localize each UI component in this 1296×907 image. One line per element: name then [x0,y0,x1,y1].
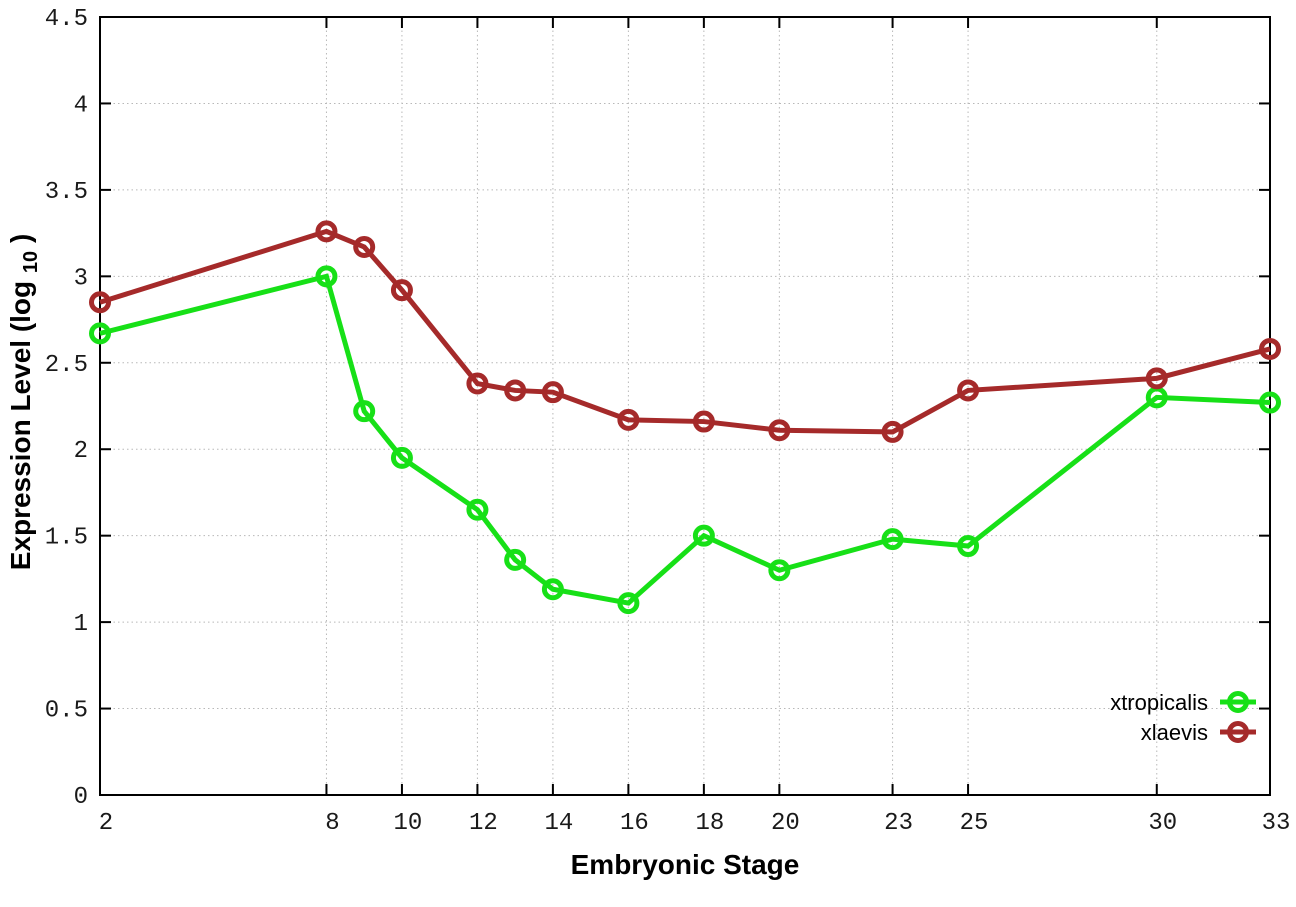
y-tick-label: 1.5 [45,525,88,552]
y-tick-label: 3 [74,265,88,292]
x-tick-label: 10 [394,810,423,837]
data-point-xlaevis [89,291,111,314]
data-point-xtropicalis [390,446,413,469]
legend-label-xtropicalis: xtropicalis [1110,690,1208,715]
y-axis-title-subscript: 10 [20,251,42,273]
x-tick-label: 2 [99,810,113,837]
x-tick-label: 23 [884,810,913,837]
data-point-xtropicalis [541,578,564,601]
series-line-xtropicalis [99,273,1271,606]
data-point-xtropicalis [957,535,980,558]
plot-border-box [99,16,1271,796]
data-point-xlaevis [957,379,980,402]
data-point-xlaevis [881,420,904,443]
y-tick-label: 1 [74,611,88,638]
data-point-xlaevis [617,408,640,431]
data-point-xtropicalis [692,524,715,547]
axis-ticks [99,16,1271,796]
data-point-xlaevis [466,372,489,395]
legend-label-xlaevis: xlaevis [1141,720,1208,745]
data-point-xtropicalis [881,528,904,551]
y-tick-label: 4.5 [45,6,88,33]
x-tick-label: 33 [1262,810,1291,837]
data-point-xtropicalis [89,322,111,345]
legend-entry-xtropicalis: xtropicalis [1110,690,1256,715]
series-line-xlaevis [99,228,1271,435]
y-axis-title: Expression Level (log 10 ) [5,234,43,571]
x-tick-label: 20 [771,810,800,837]
y-axis-title-prefix: Expression Level (log [5,281,36,570]
x-tick-label: 14 [544,810,573,837]
x-tick-label: 16 [620,810,649,837]
data-point-xlaevis [692,410,715,433]
data-point-xlaevis [541,381,564,404]
y-axis-title-suffix: ) [5,234,36,243]
data-point-xlaevis [1259,337,1281,360]
data-point-xlaevis [315,220,338,243]
data-point-xtropicalis [617,592,640,615]
data-point-xtropicalis [353,400,376,423]
data-point-xlaevis [390,279,413,302]
x-tick-label: 18 [695,810,724,837]
axis-tick-labels: 2 8 10 12 14 16 18 20 23 25 30 33 0 0.5 1 1.5 2 2.5 3 3.5 4 4… [45,6,1291,837]
x-axis-title: Embryonic Stage [571,849,800,880]
data-point-xtropicalis [1259,391,1281,414]
data-point-xtropicalis [504,548,527,571]
y-tick-label: 3.5 [45,179,88,206]
legend-marker-xlaevis [1227,721,1249,743]
x-tick-label: 30 [1148,810,1177,837]
y-tick-label: 0 [74,784,88,811]
data-point-xtropicalis [768,559,791,582]
y-tick-label: 4 [74,92,88,119]
data-point-xlaevis [353,235,376,258]
x-tick-label: 25 [960,810,989,837]
legend-entry-xlaevis: xlaevis [1141,720,1256,745]
data-point-xtropicalis [315,265,338,288]
grid [99,16,1271,796]
plot-border [99,16,1271,796]
x-tick-label: 12 [469,810,498,837]
data-point-xlaevis [504,379,527,402]
data-point-xlaevis [1145,367,1168,390]
x-tick-label: 8 [325,810,339,837]
data-point-xtropicalis [466,498,489,521]
y-tick-label: 0.5 [45,698,88,725]
y-tick-label: 2 [74,438,88,465]
data-series [89,220,1281,615]
y-tick-label: 2.5 [45,352,88,379]
legend: xtropicalis xlaevis [1110,690,1256,745]
legend-marker-xtropicalis [1227,691,1249,713]
data-point-xlaevis [768,419,791,442]
